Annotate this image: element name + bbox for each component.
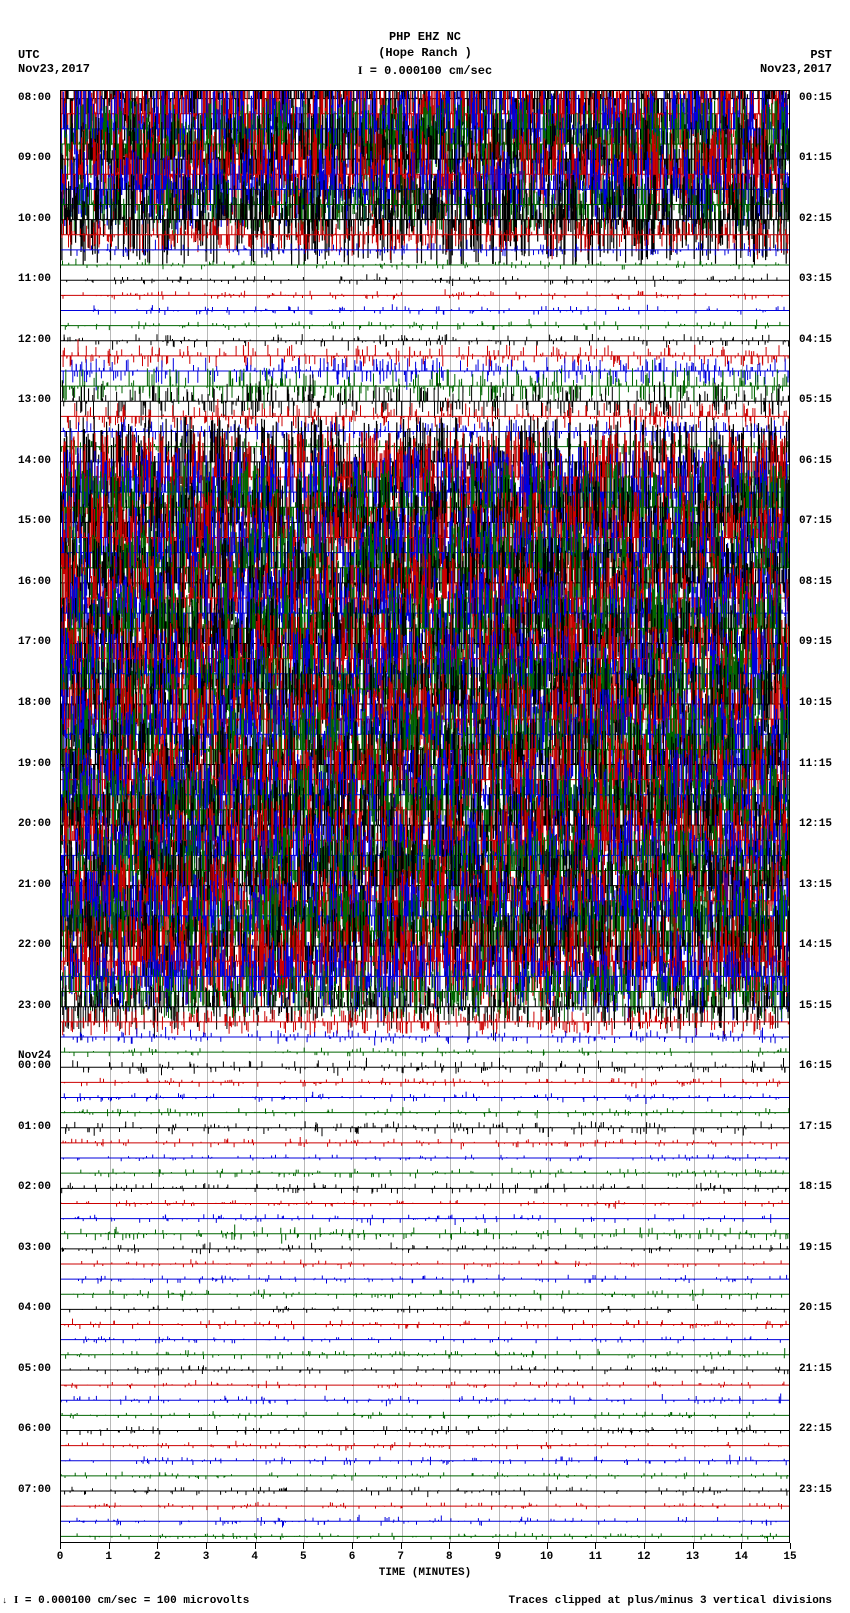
x-tick: 3 [203, 1551, 210, 1563]
utc-time-label: 12:00 [18, 334, 51, 346]
utc-header: UTC Nov23,2017 [18, 48, 90, 76]
pst-time-label: 14:15 [799, 939, 832, 951]
utc-time-label: 05:00 [18, 1363, 51, 1375]
utc-time-label: 07:00 [18, 1484, 51, 1496]
utc-time-label: 11:00 [18, 273, 51, 285]
station-title: PHP EHZ NC [0, 30, 850, 46]
x-tick: 1 [105, 1551, 112, 1563]
x-tick: 13 [686, 1551, 699, 1563]
footer-scale: ↓ I = 0.000100 cm/sec = 100 microvolts [2, 1594, 249, 1607]
seismogram-plot [60, 90, 790, 1543]
footer-clip-note: Traces clipped at plus/minus 3 vertical … [509, 1595, 832, 1607]
utc-time-label: 19:00 [18, 758, 51, 770]
utc-time-label: 20:00 [18, 818, 51, 830]
pst-time-label: 07:15 [799, 515, 832, 527]
utc-time-label: 13:00 [18, 394, 51, 406]
pst-time-label: 17:15 [799, 1121, 832, 1133]
utc-time-label: 17:00 [18, 636, 51, 648]
x-tick: 7 [397, 1551, 404, 1563]
utc-time-label: 02:00 [18, 1181, 51, 1193]
x-tick: 15 [783, 1551, 796, 1563]
x-tick: 10 [540, 1551, 553, 1563]
pst-time-label: 04:15 [799, 334, 832, 346]
x-tick: 0 [57, 1551, 64, 1563]
pst-time-label: 13:15 [799, 879, 832, 891]
pst-header: PST Nov23,2017 [760, 48, 832, 76]
pst-time-label: 22:15 [799, 1423, 832, 1435]
pst-time-label: 18:15 [799, 1181, 832, 1193]
x-tick: 8 [446, 1551, 453, 1563]
scale-indicator: I = 0.000100 cm/sec [0, 63, 850, 80]
pst-time-label: 01:15 [799, 152, 832, 164]
pst-time-label: 05:15 [799, 394, 832, 406]
utc-time-label: 14:00 [18, 455, 51, 467]
utc-time-label: 22:00 [18, 939, 51, 951]
utc-time-label: 23:00 [18, 1000, 51, 1012]
utc-time-label: 09:00 [18, 152, 51, 164]
utc-time-label: 03:00 [18, 1242, 51, 1254]
utc-time-label: 08:00 [18, 92, 51, 104]
pst-time-label: 09:15 [799, 636, 832, 648]
x-tick: 6 [349, 1551, 356, 1563]
utc-time-label: 06:00 [18, 1423, 51, 1435]
x-tick: 14 [735, 1551, 748, 1563]
x-tick: 5 [300, 1551, 307, 1563]
pst-time-label: 20:15 [799, 1302, 832, 1314]
pst-time-label: 02:15 [799, 213, 832, 225]
x-tick: 2 [154, 1551, 161, 1563]
pst-time-label: 10:15 [799, 697, 832, 709]
x-tick: 9 [495, 1551, 502, 1563]
x-axis-label: TIME (MINUTES) [379, 1567, 471, 1579]
pst-time-label: 12:15 [799, 818, 832, 830]
utc-time-label: 16:00 [18, 576, 51, 588]
pst-time-label: 23:15 [799, 1484, 832, 1496]
utc-time-label: 21:00 [18, 879, 51, 891]
x-tick: 12 [637, 1551, 650, 1563]
pst-time-label: 16:15 [799, 1060, 832, 1072]
utc-time-label: 15:00 [18, 515, 51, 527]
utc-time-label: 04:00 [18, 1302, 51, 1314]
pst-time-label: 15:15 [799, 1000, 832, 1012]
utc-time-label: 00:00 [18, 1060, 51, 1072]
pst-time-label: 08:15 [799, 576, 832, 588]
utc-time-label: 01:00 [18, 1121, 51, 1133]
pst-time-label: 06:15 [799, 455, 832, 467]
pst-time-label: 11:15 [799, 758, 832, 770]
pst-time-label: 19:15 [799, 1242, 832, 1254]
pst-time-label: 03:15 [799, 273, 832, 285]
utc-time-label: 10:00 [18, 213, 51, 225]
x-tick: 4 [251, 1551, 258, 1563]
x-tick: 11 [589, 1551, 602, 1563]
pst-time-label: 21:15 [799, 1363, 832, 1375]
utc-time-label: 18:00 [18, 697, 51, 709]
pst-time-label: 00:15 [799, 92, 832, 104]
station-location: (Hope Ranch ) [0, 46, 850, 62]
